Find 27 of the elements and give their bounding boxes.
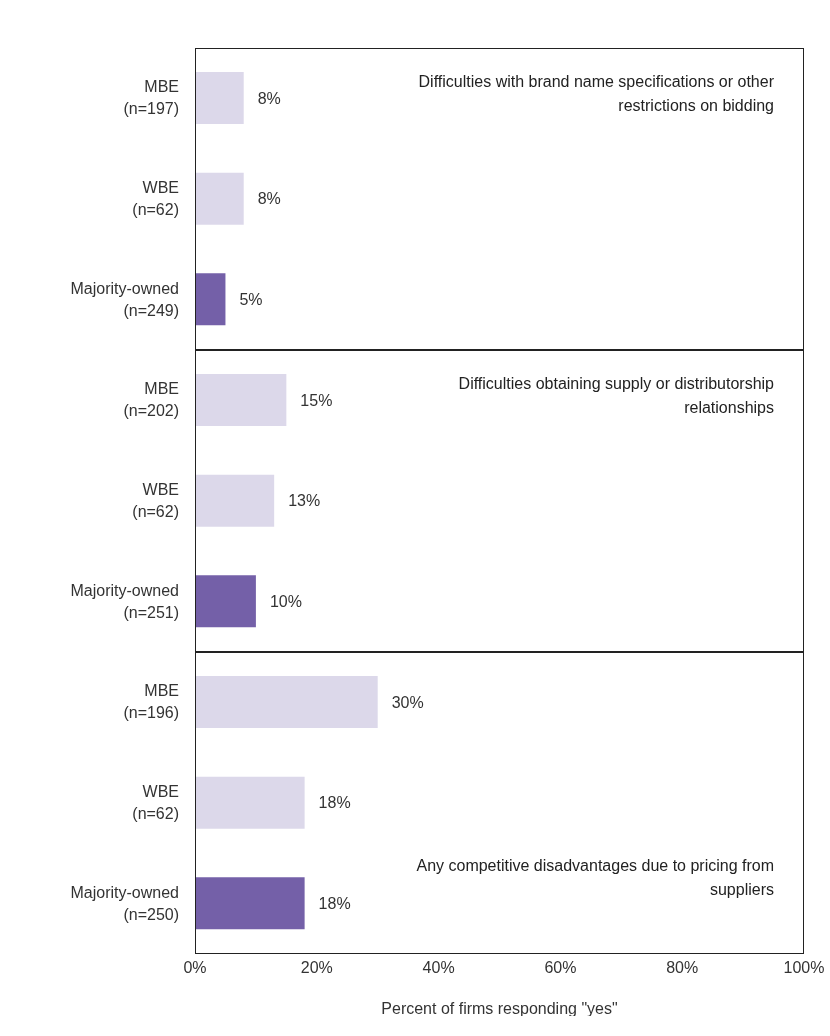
data-label: 18% [318, 794, 351, 812]
x-tick-label: 60% [544, 959, 577, 977]
data-label: 18% [318, 895, 351, 913]
data-label: 13% [288, 492, 321, 510]
y-tick-label: MBE (n=196) [123, 682, 179, 722]
data-label: 8% [257, 190, 281, 208]
data-label: 15% [300, 391, 333, 409]
y-tick-label: WBE (n=62) [132, 783, 179, 822]
data-label: 8% [257, 89, 281, 107]
y-tick-label: MBE (n=202) [123, 380, 179, 420]
y-tick-label: Majority-owned (n=249) [70, 279, 179, 319]
y-tick-label: MBE (n=197) [123, 78, 179, 118]
x-tick-label: 40% [422, 959, 455, 977]
x-tick-label: 0% [183, 959, 207, 977]
x-tick-label: 100% [783, 959, 825, 977]
x-tick-label: 20% [300, 959, 333, 977]
text: Difficulties obtaining supply or distributorship relationships [457, 374, 774, 418]
x-tick-label: 80% [666, 959, 699, 977]
data-label: 30% [391, 693, 424, 711]
data-label: 10% [269, 593, 302, 611]
y-tick-label: WBE (n=62) [132, 179, 179, 218]
y-tick-label: WBE (n=62) [132, 481, 179, 520]
text: Any competitive disadvantages due to pricing from suppliers [415, 856, 774, 900]
data-label: 5% [239, 291, 263, 309]
text: Difficulties with brand name specifications or other restrictions on bidding [417, 72, 774, 116]
y-tick-label: Majority-owned (n=251) [70, 581, 179, 621]
y-tick-label: Majority-owned (n=250) [70, 883, 179, 923]
